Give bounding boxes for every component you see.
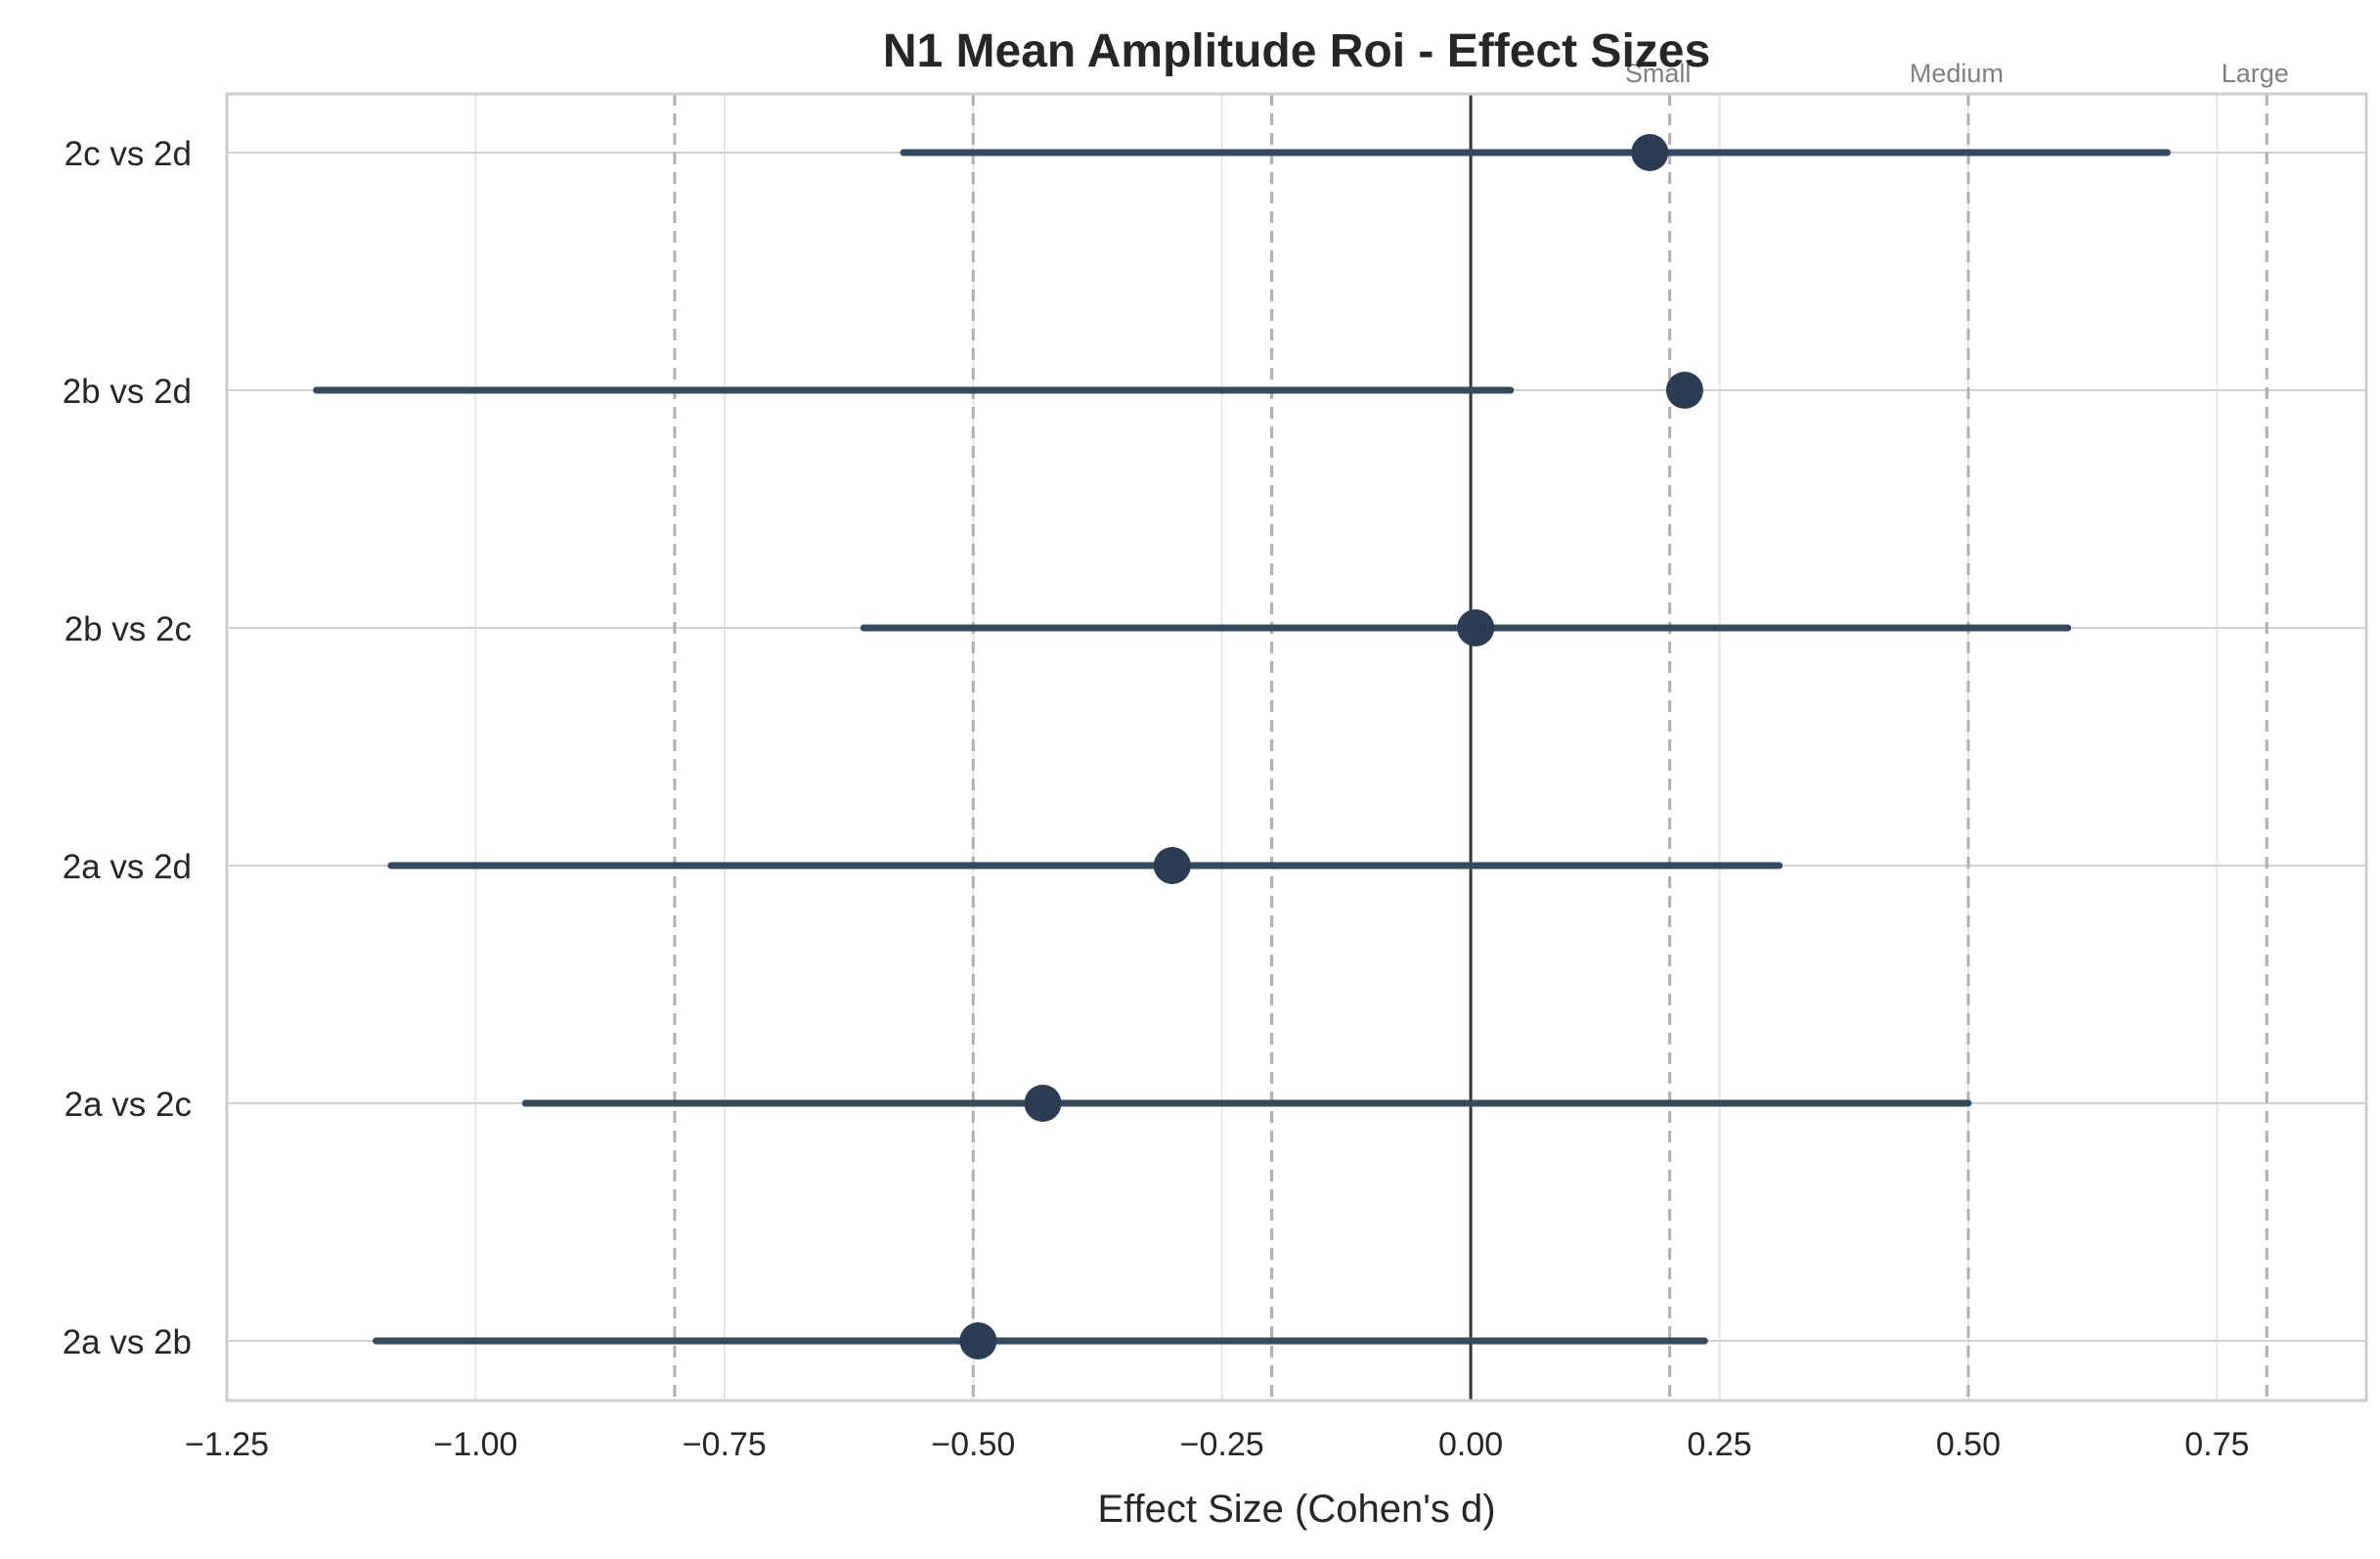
effect-point (1024, 1085, 1062, 1122)
x-tick-label: −0.75 (683, 1426, 767, 1463)
effect-series (313, 134, 2171, 1359)
chart-title: N1 Mean Amplitude Roi - Effect Sizes (883, 25, 1710, 77)
y-tick-label: 2a vs 2d (63, 848, 192, 886)
x-tick-label: 0.00 (1438, 1426, 1503, 1463)
axes-frame (225, 92, 2368, 1403)
x-tick-label: −1.25 (185, 1426, 269, 1463)
y-tick-label: 2b vs 2c (65, 610, 192, 648)
effect-point (959, 1322, 997, 1359)
reference-lines (673, 94, 2269, 1401)
x-tick-label: −0.25 (1180, 1426, 1264, 1463)
y-tick-label: 2b vs 2d (63, 373, 192, 411)
effect-point (1631, 134, 1669, 171)
y-tick-label: 2a vs 2b (63, 1323, 192, 1361)
effect-point (1665, 372, 1703, 409)
x-tick-labels: −1.25 −1.00 −0.75 −0.50 −0.25 0.00 0.25 0.50 0.7… (185, 1426, 2249, 1463)
x-tick-label: −1.00 (433, 1426, 517, 1463)
x-tick-label: 0.75 (2184, 1426, 2249, 1463)
reference-label: Medium (1910, 59, 2004, 88)
x-tick-label: 0.25 (1687, 1426, 1751, 1463)
effect-point (1457, 609, 1495, 646)
x-axis-label: Effect Size (Cohen's d) (1097, 1488, 1495, 1531)
x-tick-label: −0.50 (931, 1426, 1015, 1463)
effect-point (1153, 847, 1191, 884)
reference-label: Small (1625, 59, 1692, 88)
reference-labels: Small Medium Large (1625, 59, 2289, 88)
y-tick-labels: 2c vs 2d 2b vs 2d 2b vs 2c 2a vs 2d 2a vs 2c… (63, 135, 192, 1361)
x-tick-label: 0.50 (1936, 1426, 2001, 1463)
reference-label: Large (2222, 59, 2289, 88)
y-tick-label: 2c vs 2d (65, 135, 192, 173)
y-tick-label: 2a vs 2c (65, 1086, 192, 1124)
